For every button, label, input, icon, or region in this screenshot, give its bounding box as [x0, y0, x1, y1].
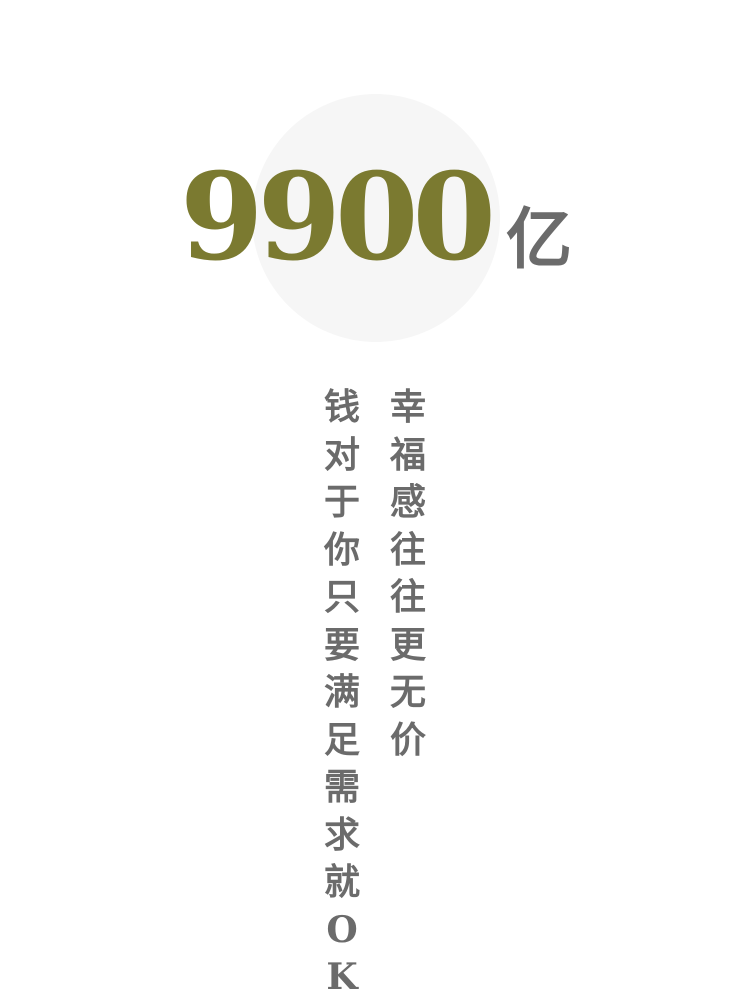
poem-char: 感 — [389, 481, 426, 523]
poem-char: 你 — [323, 528, 360, 571]
poem-char: O — [326, 908, 358, 951]
poem-char: 需 — [323, 766, 360, 808]
poem-char: 钱 — [323, 386, 360, 428]
headline-number: 9900 — [180, 147, 496, 288]
poem-char: 求 — [323, 813, 360, 856]
poem-char: 幸 — [389, 386, 426, 428]
poem-char: K — [326, 956, 358, 998]
poem-char: 足 — [323, 718, 360, 761]
poem-char: 只 — [323, 576, 360, 618]
headline-unit: 亿 — [506, 200, 572, 278]
poem-char: 无 — [389, 671, 426, 713]
poem-char: 满 — [323, 671, 360, 713]
poem-char: 就 — [323, 861, 360, 903]
poem-char: 价 — [389, 718, 426, 761]
poem-char: 对 — [323, 433, 360, 476]
background-circle — [252, 94, 500, 342]
poem-char: 往 — [389, 528, 426, 571]
poem-line-right: 幸 福 感 往 往 更 无 价 — [386, 384, 430, 764]
poem-line-left: 钱 对 于 你 只 要 满 足 需 求 就 O K — [320, 384, 364, 1002]
poem-char: 往 — [389, 576, 426, 618]
poem-char: 更 — [389, 623, 426, 666]
poem-char: 福 — [389, 433, 426, 476]
poem-char: 于 — [323, 481, 360, 523]
poem-char: 要 — [323, 623, 360, 666]
